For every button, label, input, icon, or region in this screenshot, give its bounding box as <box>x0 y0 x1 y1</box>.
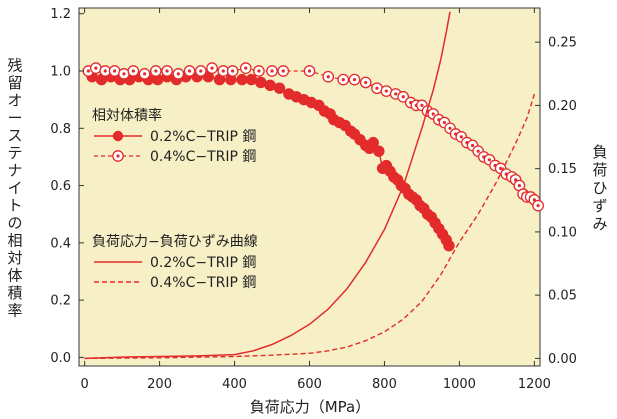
axis-layer: 0 200 400 600 800 1000 1200 0.0 0.2 0.4 0.6 0.8 1.0 1… <box>50 7 577 392</box>
legend-entry-label: 0.2%C−TRIP 鋼 <box>150 129 256 145</box>
data-point-04c-volume-center <box>448 126 452 130</box>
data-point-04c-volume-center <box>536 204 540 208</box>
y-left-tick-label: 0.8 <box>50 122 71 137</box>
plot-area-background <box>79 8 540 366</box>
data-point-02c-volume <box>367 136 379 149</box>
data-point-04c-volume-center <box>187 69 192 73</box>
legend-group-title: 負荷応力−負荷ひずみ曲線 <box>92 234 258 250</box>
series-layer <box>82 11 544 360</box>
legend-entry-label: 0.4%C−TRIP 鋼 <box>150 149 256 165</box>
legend-group-title: 相対体積率 <box>92 107 162 124</box>
data-point-02c-volume <box>245 73 258 86</box>
data-point-04c-volume-center <box>487 158 492 162</box>
data-point-04c-volume-center <box>199 69 203 73</box>
data-point-04c-volume-center <box>142 72 147 76</box>
legend-entry-label: 0.2%C−TRIP 鋼 <box>150 255 256 271</box>
data-point-02c-volume <box>443 240 455 252</box>
data-point-04c-volume-center <box>364 80 368 85</box>
y-left-tick-label: 1.2 <box>50 7 71 22</box>
y-axis-right-title: 負荷ひずみ <box>592 143 607 233</box>
data-point-04c-volume-center <box>165 69 169 73</box>
x-tick-label: 600 <box>297 377 322 392</box>
x-tick-label: 400 <box>222 377 247 392</box>
data-point-04c-volume-center <box>442 120 447 125</box>
y-right-tick-label: 0.15 <box>548 162 577 177</box>
data-point-04c-volume-center <box>113 69 117 73</box>
data-point-04c-volume-center <box>384 89 388 93</box>
y-right-tick-label: 0.10 <box>548 225 577 240</box>
y-right-tick-label: 0.05 <box>548 289 577 304</box>
data-point-04c-volume-center <box>86 69 90 73</box>
y-right-tick-label: 0.25 <box>548 36 577 51</box>
y-left-tick-label: 1.0 <box>50 65 71 80</box>
data-point-02c-volume <box>373 145 385 157</box>
data-point-04c-volume-center <box>459 135 463 139</box>
data-point-04c-volume-center <box>431 112 435 116</box>
data-point-04c-volume-center <box>154 69 158 73</box>
x-tick-label: 1200 <box>518 377 551 392</box>
stress-strain-curve-02c <box>84 11 451 360</box>
data-point-04c-volume-center <box>103 69 107 73</box>
y-axis-left-title: 残留オーステナイトの相対体積率 <box>7 57 22 320</box>
data-point-04c-volume-center <box>394 92 398 96</box>
data-point-02c-volume <box>255 76 267 89</box>
data-point-04c-volume-center <box>281 69 285 73</box>
data-point-04c-volume-center <box>375 86 379 90</box>
data-point-04c-volume-center <box>352 78 357 82</box>
data-point-04c-volume-center <box>476 149 480 153</box>
data-point-04c-volume-center <box>499 166 503 170</box>
y-left-tick-label: 0.2 <box>50 294 71 309</box>
y-left-tick-label: 0.4 <box>50 236 71 251</box>
x-tick-label: 0 <box>80 377 88 392</box>
data-point-04c-volume-center <box>244 66 248 70</box>
data-point-04c-volume-center <box>210 66 214 70</box>
data-point-04c-volume-center <box>94 66 98 70</box>
legend-marker-filled <box>112 130 124 142</box>
data-point-04c-volume-center <box>401 95 405 99</box>
data-point-02c-volume <box>273 82 286 94</box>
x-tick-label: 200 <box>147 377 172 392</box>
data-point-04c-volume-center <box>470 143 475 148</box>
data-point-02c-volume <box>236 73 248 86</box>
y-right-tick-label: 0.20 <box>548 99 577 114</box>
data-point-04c-volume-center <box>307 69 312 73</box>
legend-marker-open-center <box>116 154 120 158</box>
x-axis-title: 負荷応力（MPa） <box>250 398 371 416</box>
x-tick-label: 800 <box>372 377 397 392</box>
data-point-04c-volume-center <box>131 69 135 73</box>
x-tick-label: 1000 <box>443 377 476 392</box>
data-point-04c-volume-center <box>221 69 225 73</box>
data-point-04c-volume-center <box>517 183 521 188</box>
data-point-04c-volume-center <box>231 69 235 73</box>
legend-entry-label: 0.4%C−TRIP 鋼 <box>150 275 256 291</box>
data-point-04c-volume-center <box>122 72 126 76</box>
y-right-tick-label: 0.00 <box>548 352 577 367</box>
y-left-tick-label: 0.0 <box>50 351 71 366</box>
stress-strain-curve-04c <box>84 93 536 360</box>
data-point-04c-volume-center <box>257 69 261 73</box>
data-point-04c-volume-center <box>341 78 345 82</box>
data-point-04c-volume-center <box>270 69 274 73</box>
data-point-04c-volume-center <box>326 75 330 79</box>
data-point-04c-volume-center <box>420 103 424 107</box>
y-left-tick-label: 0.6 <box>50 179 71 194</box>
data-point-04c-volume-center <box>176 72 180 76</box>
data-point-02c-volume <box>264 79 276 92</box>
